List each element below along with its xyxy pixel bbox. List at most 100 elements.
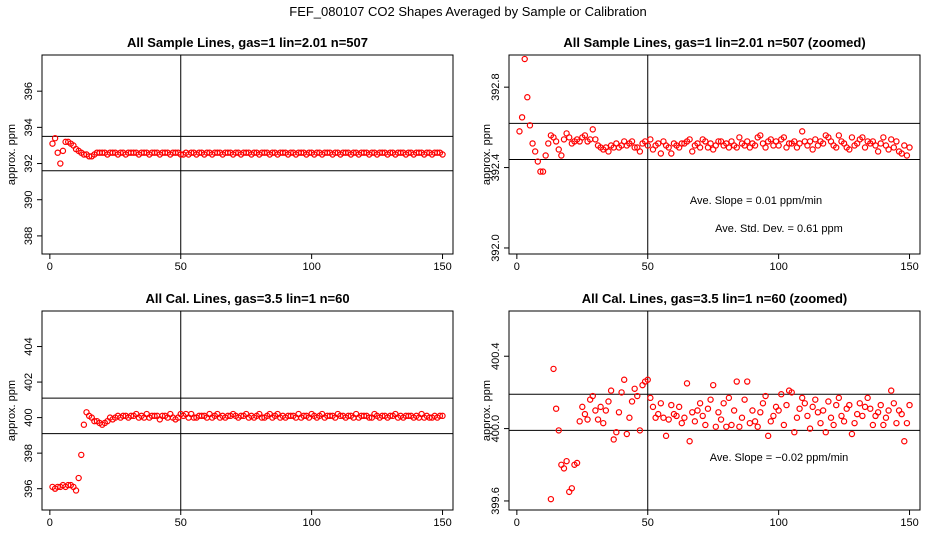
data-point	[751, 142, 759, 149]
data-point	[796, 140, 803, 147]
data-point	[793, 414, 801, 421]
plot-frame	[41, 54, 454, 255]
data-point	[738, 414, 746, 421]
panel-title: All Cal. Lines, gas=3.5 lin=1 n=60 (zoom…	[582, 291, 848, 306]
data-point	[649, 403, 657, 411]
panel-title: All Sample Lines, gas=1 lin=2.01 n=507	[127, 35, 368, 50]
data-point	[888, 387, 895, 394]
data-point	[775, 407, 782, 414]
data-point	[791, 429, 798, 436]
data-point	[665, 416, 672, 423]
data-point	[848, 134, 856, 141]
data-point	[647, 136, 654, 143]
data-point	[678, 140, 685, 147]
data-point	[702, 138, 709, 145]
data-point	[696, 400, 704, 407]
y-tick-label: 392	[23, 154, 35, 172]
panel-title: All Cal. Lines, gas=3.5 lin=1 n=60	[145, 291, 349, 306]
chart-panel-2: All Sample Lines, gas=1 lin=2.01 n=507 (…	[481, 35, 921, 273]
data-point	[859, 134, 866, 141]
data-point	[689, 148, 696, 155]
data-point	[589, 392, 596, 400]
data-point	[80, 421, 88, 428]
data-point	[689, 409, 696, 416]
data-point	[867, 405, 874, 412]
figure-title: FEF_080107 CO2 Shapes Averaged by Sample…	[289, 4, 647, 19]
data-point	[785, 140, 793, 147]
data-point	[516, 128, 523, 135]
y-tick-label: 402	[23, 373, 35, 391]
data-point	[647, 394, 654, 402]
data-point	[537, 168, 544, 175]
data-point	[57, 160, 64, 167]
data-point	[882, 414, 890, 421]
stat-annotation: Ave. Std. Dev. = 0.61 ppm	[715, 223, 843, 235]
data-point	[589, 126, 596, 133]
data-point	[723, 423, 730, 430]
data-point	[833, 401, 840, 409]
y-tick-label: 388	[23, 227, 35, 245]
data-point	[851, 419, 858, 427]
data-point	[668, 150, 675, 157]
data-point	[744, 138, 751, 145]
data-point	[644, 142, 651, 149]
data-point	[518, 114, 526, 121]
y-tick-label: 400.4	[490, 342, 502, 370]
data-point	[770, 412, 777, 420]
y-tick-label: 396	[23, 82, 35, 100]
data-point	[778, 391, 785, 398]
data-point	[600, 419, 607, 427]
data-point	[568, 485, 576, 492]
data-point	[696, 144, 704, 151]
data-point	[846, 146, 853, 153]
data-point	[704, 405, 712, 412]
plot-frame	[508, 54, 921, 255]
data-point	[555, 427, 562, 434]
y-axis-label: approx. ppm	[481, 124, 493, 185]
data-point	[618, 389, 625, 396]
data-point	[898, 150, 905, 157]
data-point	[581, 132, 589, 139]
data-point	[733, 378, 740, 385]
x-tick-label: 50	[642, 517, 654, 529]
data-point	[552, 138, 560, 145]
data-point	[628, 138, 636, 145]
data-point	[801, 400, 809, 407]
data-point	[827, 414, 835, 421]
data-point	[529, 140, 536, 147]
data-point	[861, 144, 869, 151]
data-point	[439, 412, 446, 420]
x-tick-label: 150	[900, 517, 918, 529]
data-point	[694, 407, 701, 414]
data-point	[691, 418, 699, 425]
data-point	[903, 152, 911, 159]
y-tick-label: 400.0	[490, 415, 502, 443]
data-point	[880, 134, 887, 141]
data-point	[819, 407, 827, 414]
data-point	[51, 135, 59, 142]
x-tick-label: 0	[514, 261, 520, 273]
data-point	[861, 403, 869, 411]
data-point	[366, 414, 373, 421]
panel-title: All Sample Lines, gas=1 lin=2.01 n=507 (…	[563, 35, 865, 50]
x-tick-label: 50	[175, 517, 187, 529]
data-point	[819, 140, 827, 147]
data-point	[888, 136, 895, 143]
data-point	[874, 148, 882, 155]
data-point	[806, 425, 814, 432]
data-point	[762, 392, 769, 400]
data-point	[707, 396, 714, 403]
data-point	[736, 134, 743, 141]
data-point	[741, 396, 748, 403]
data-point	[620, 376, 628, 383]
data-point	[75, 474, 82, 482]
data-point	[668, 401, 675, 409]
x-tick-label: 100	[769, 517, 787, 529]
data-point	[788, 389, 795, 396]
data-point	[626, 414, 633, 421]
data-point	[566, 134, 573, 141]
y-tick-label: 398	[23, 444, 35, 462]
data-point	[759, 400, 767, 407]
data-point	[602, 407, 610, 414]
data-point	[628, 398, 636, 405]
